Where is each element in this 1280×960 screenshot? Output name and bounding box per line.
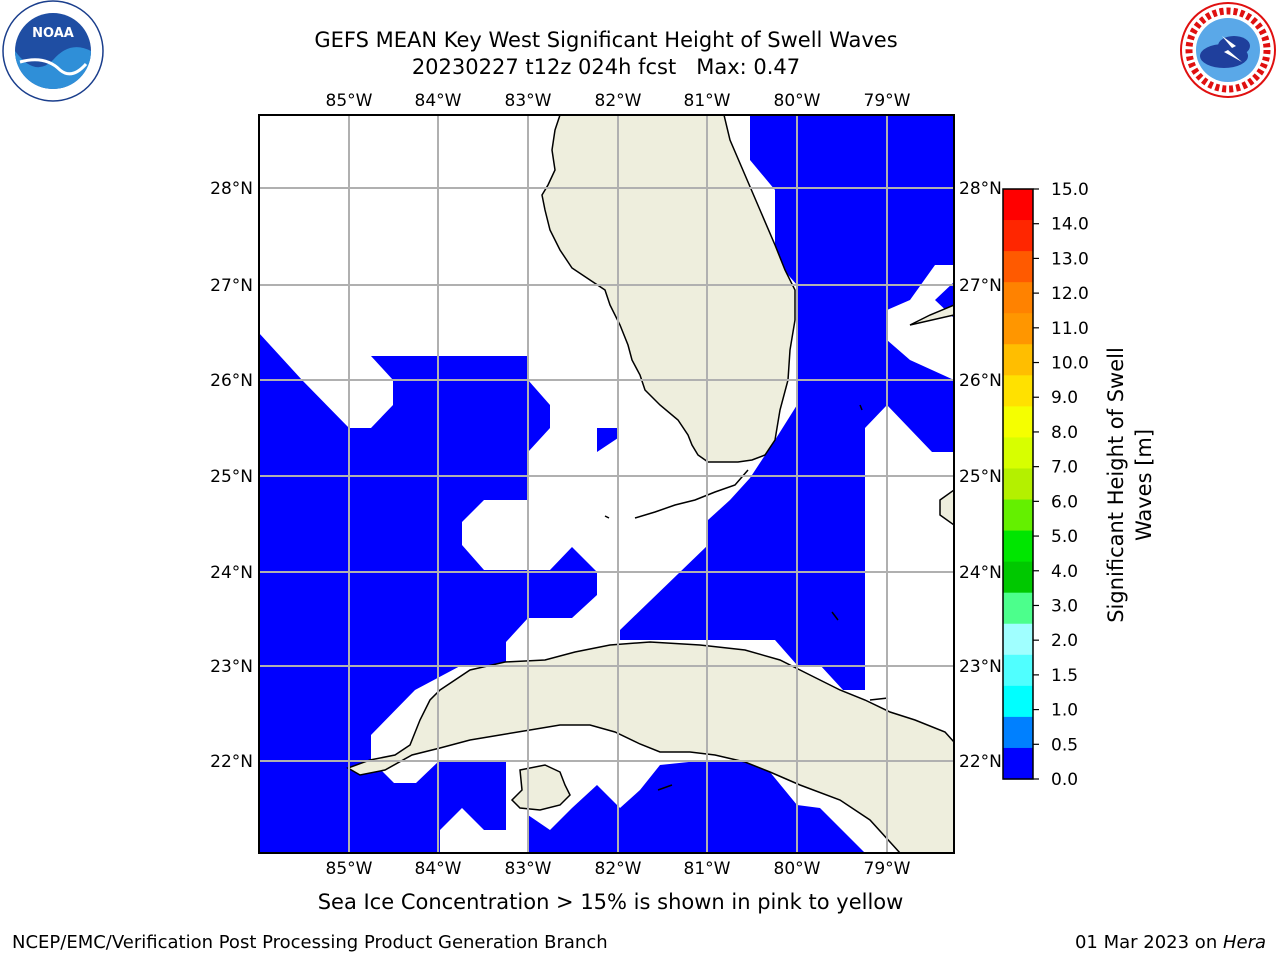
- colorbar-tick-label: 8.0: [1051, 423, 1078, 443]
- footer-host: Hera: [1222, 932, 1266, 953]
- lat-label: 22°N: [210, 752, 253, 772]
- colorbar-band: [1003, 220, 1033, 252]
- colorbar-band: [1003, 282, 1033, 314]
- lat-label: 28°N: [210, 179, 253, 199]
- footer-date-text: 01 Mar 2023 on: [1074, 932, 1223, 953]
- colorbar-band: [1003, 251, 1033, 283]
- lon-label: 80°W: [774, 859, 821, 879]
- sea-ice-note: Sea Ice Concentration > 15% is shown in …: [317, 890, 904, 914]
- lon-label: 80°W: [774, 91, 821, 111]
- colorbar-tick-label: 3.0: [1051, 596, 1078, 616]
- colorbar-tick-label: 6.0: [1051, 492, 1078, 512]
- colorbar-band: [1003, 344, 1033, 376]
- colorbar-tick-label: 5.0: [1051, 527, 1078, 547]
- colorbar-band: [1003, 654, 1033, 687]
- lon-labels-bottom: 85°W 84°W 83°W 82°W 81°W 80°W 79°W: [326, 859, 911, 879]
- lat-label: 26°N: [210, 371, 253, 391]
- lat-label: 24°N: [210, 563, 253, 583]
- colorbar-band: [1003, 530, 1033, 563]
- colorbar-band: [1003, 592, 1033, 625]
- footer-date: 01 Mar 2023 on Hera: [1075, 932, 1266, 953]
- lon-label: 81°W: [684, 859, 731, 879]
- lat-labels-right: 28°N 27°N 26°N 25°N 24°N 23°N 22°N: [959, 179, 1002, 772]
- colorbar-bands: [1003, 189, 1033, 780]
- lat-label: 26°N: [959, 371, 1002, 391]
- colorbar-label: Significant Height of Swell Waves [m]: [1104, 347, 1156, 623]
- bahamas-grand: [909, 304, 954, 326]
- lon-label: 83°W: [505, 91, 552, 111]
- colorbar-tick-label: 13.0: [1051, 249, 1089, 269]
- colorbar-band: [1003, 716, 1033, 749]
- noaa-logo-text: NOAA: [32, 26, 74, 41]
- colorbar-band: [1003, 685, 1033, 718]
- colorbar-tick-label: 11.0: [1051, 319, 1089, 339]
- lat-label: 22°N: [959, 752, 1002, 772]
- colorbar-band: [1003, 561, 1033, 594]
- colorbar-tick-label: 4.0: [1051, 562, 1078, 582]
- map-gridlines: [259, 115, 954, 853]
- map-title: GEFS MEAN Key West Significant Height of…: [314, 28, 898, 52]
- lat-label: 24°N: [959, 563, 1002, 583]
- cuba: [346, 641, 954, 853]
- colorbar-tick-label: 2.0: [1051, 631, 1078, 651]
- lon-label: 84°W: [415, 859, 462, 879]
- florida-keys: [604, 404, 889, 791]
- lat-label: 23°N: [210, 657, 253, 677]
- lat-label: 25°N: [959, 467, 1002, 487]
- colorbar-label-line1: Significant Height of Swell: [1104, 347, 1128, 623]
- colorbar-band: [1003, 375, 1033, 407]
- colorbar-band: [1003, 313, 1033, 345]
- nws-logo: [1180, 2, 1276, 98]
- map-subtitle: 20230227 t12z 024h fcst Max: 0.47: [411, 55, 801, 79]
- map-frame: [258, 114, 955, 854]
- colorbar-band: [1003, 437, 1033, 470]
- lon-label: 82°W: [595, 91, 642, 111]
- lon-label: 79°W: [864, 91, 911, 111]
- colorbar-band: [1003, 499, 1033, 532]
- colorbar-tick-label: 15.0: [1051, 180, 1089, 200]
- bahamas-andros: [939, 489, 954, 526]
- colorbar-band: [1003, 623, 1033, 656]
- colorbar-tick-label: 1.5: [1051, 666, 1078, 686]
- lat-label: 25°N: [210, 467, 253, 487]
- colorbar-tick-label: 0.0: [1051, 770, 1078, 790]
- lat-label: 23°N: [959, 657, 1002, 677]
- lon-label: 81°W: [684, 91, 731, 111]
- colorbar-band: [1003, 189, 1033, 221]
- noaa-logo: NOAA: [2, 0, 104, 102]
- colorbar-tick-label: 9.0: [1051, 388, 1078, 408]
- lon-label: 85°W: [326, 91, 373, 111]
- colorbar-tick-label: 1.0: [1051, 701, 1078, 721]
- lon-label: 85°W: [326, 859, 373, 879]
- lon-label: 83°W: [505, 859, 552, 879]
- lon-label: 82°W: [595, 859, 642, 879]
- lat-label: 28°N: [959, 179, 1002, 199]
- colorbar-tick-label: 12.0: [1051, 284, 1089, 304]
- colorbar-ticks: 15.0 14.0 13.0 12.0 11.0 10.0 9.0 8.0 7.0 6.0 5.0 4…: [1033, 180, 1089, 790]
- footer-branch: NCEP/EMC/Verification Post Processing Pr…: [12, 932, 608, 953]
- lon-label: 84°W: [415, 91, 462, 111]
- colorbar-tick-label: 14.0: [1051, 215, 1089, 235]
- lat-label: 27°N: [959, 276, 1002, 296]
- colorbar-tick-label: 10.0: [1051, 354, 1089, 374]
- colorbar-tick-label: 0.5: [1051, 735, 1078, 755]
- colorbar-band: [1003, 747, 1033, 780]
- colorbar-frame: [1002, 188, 1034, 780]
- lon-labels-top: 85°W 84°W 83°W 82°W 81°W 80°W 79°W: [326, 91, 911, 111]
- lat-label: 27°N: [210, 276, 253, 296]
- swell-regions: [259, 115, 954, 853]
- lon-label: 79°W: [864, 859, 911, 879]
- colorbar-band: [1003, 468, 1033, 501]
- land-masses: [346, 115, 954, 853]
- lat-labels-left: 28°N 27°N 26°N 25°N 24°N 23°N 22°N: [210, 179, 253, 772]
- colorbar-tick-label: 7.0: [1051, 458, 1078, 478]
- colorbar-band: [1003, 406, 1033, 439]
- colorbar-label-line2: Waves [m]: [1132, 429, 1156, 541]
- isla-de-la-juventud: [510, 764, 571, 811]
- florida-peninsula: [541, 115, 796, 463]
